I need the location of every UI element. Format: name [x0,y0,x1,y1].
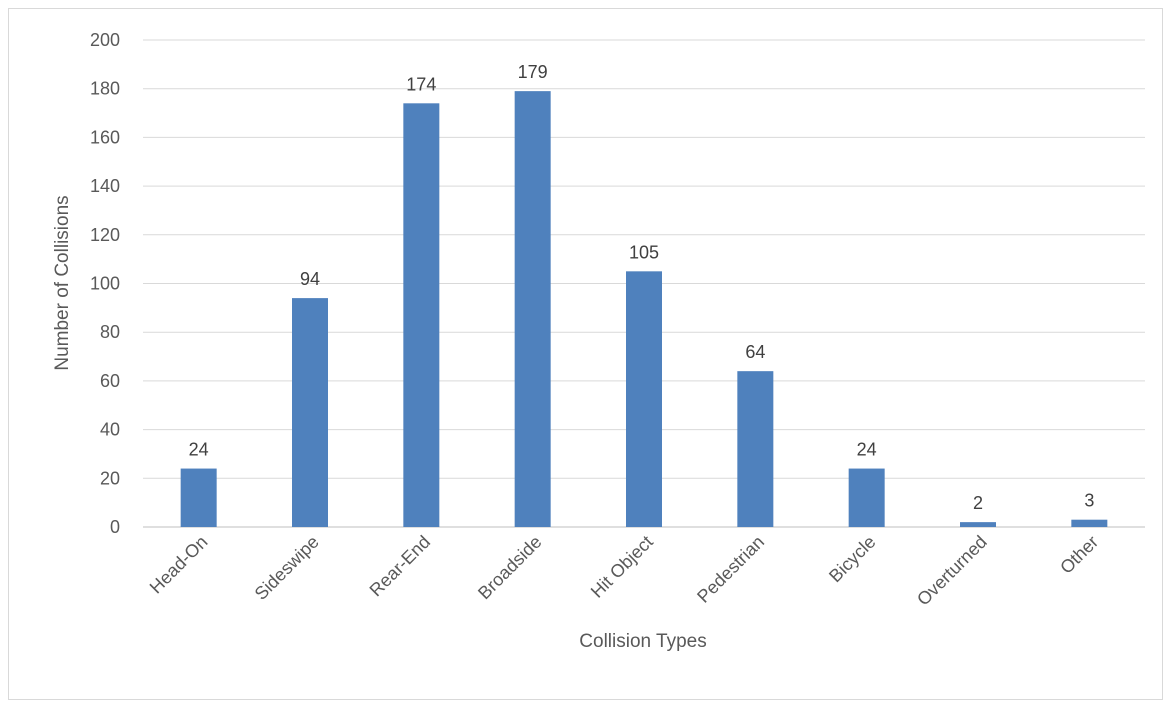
data-label: 94 [300,269,320,289]
x-tick-label: Hit Object [587,532,657,602]
y-tick-label: 40 [100,420,120,440]
y-tick-label: 160 [90,127,120,147]
x-tick-label: Bicycle [825,532,879,586]
bar-sideswipe [292,298,328,527]
y-tick-label: 120 [90,225,120,245]
y-tick-label: 100 [90,274,120,294]
data-label: 2 [973,493,983,513]
x-axis-title: Collision Types [579,631,706,652]
data-label: 105 [629,242,659,262]
chart-area [8,8,1163,700]
data-label: 24 [189,440,209,460]
y-axis-ticks: 0 20 40 60 80 100 120 140 160 180 200 [90,30,120,537]
y-tick-label: 0 [110,517,120,537]
bar-pedestrian [737,371,774,527]
y-tick-label: 200 [90,30,120,50]
y-tick-label: 80 [100,322,120,342]
bar-other [1071,519,1108,527]
bar-rear-end [403,103,440,527]
x-tick-label: Head-On [146,532,212,598]
x-tick-label: Overturned [913,532,991,610]
y-axis-title: Number of Collisions [52,195,73,370]
data-label: 3 [1084,491,1094,511]
data-label: 174 [406,74,436,94]
x-tick-label: Pedestrian [693,532,768,607]
data-label: 64 [745,342,765,362]
y-tick-label: 60 [100,371,120,391]
data-labels: 24 94 174 179 105 64 24 2 3 [189,62,1095,513]
data-label: 24 [857,440,877,460]
bar-broadside [514,91,551,527]
y-tick-label: 180 [90,79,120,99]
bars [180,91,1108,527]
bar-head-on [180,468,217,527]
bar-hit-object [626,271,662,527]
x-tick-label: Other [1056,532,1102,578]
data-label: 179 [518,62,548,82]
x-tick-label: Broadside [474,532,545,603]
y-tick-label: 140 [90,176,120,196]
x-tick-label: Sideswipe [251,532,323,604]
x-axis-ticks: Head-On Sideswipe Rear-End Broadside Hit Obj… [146,532,1102,610]
x-tick-label: Rear-End [366,532,435,601]
bar-bicycle [848,468,885,527]
y-tick-label: 20 [100,468,120,488]
bar-overturned [960,522,996,527]
